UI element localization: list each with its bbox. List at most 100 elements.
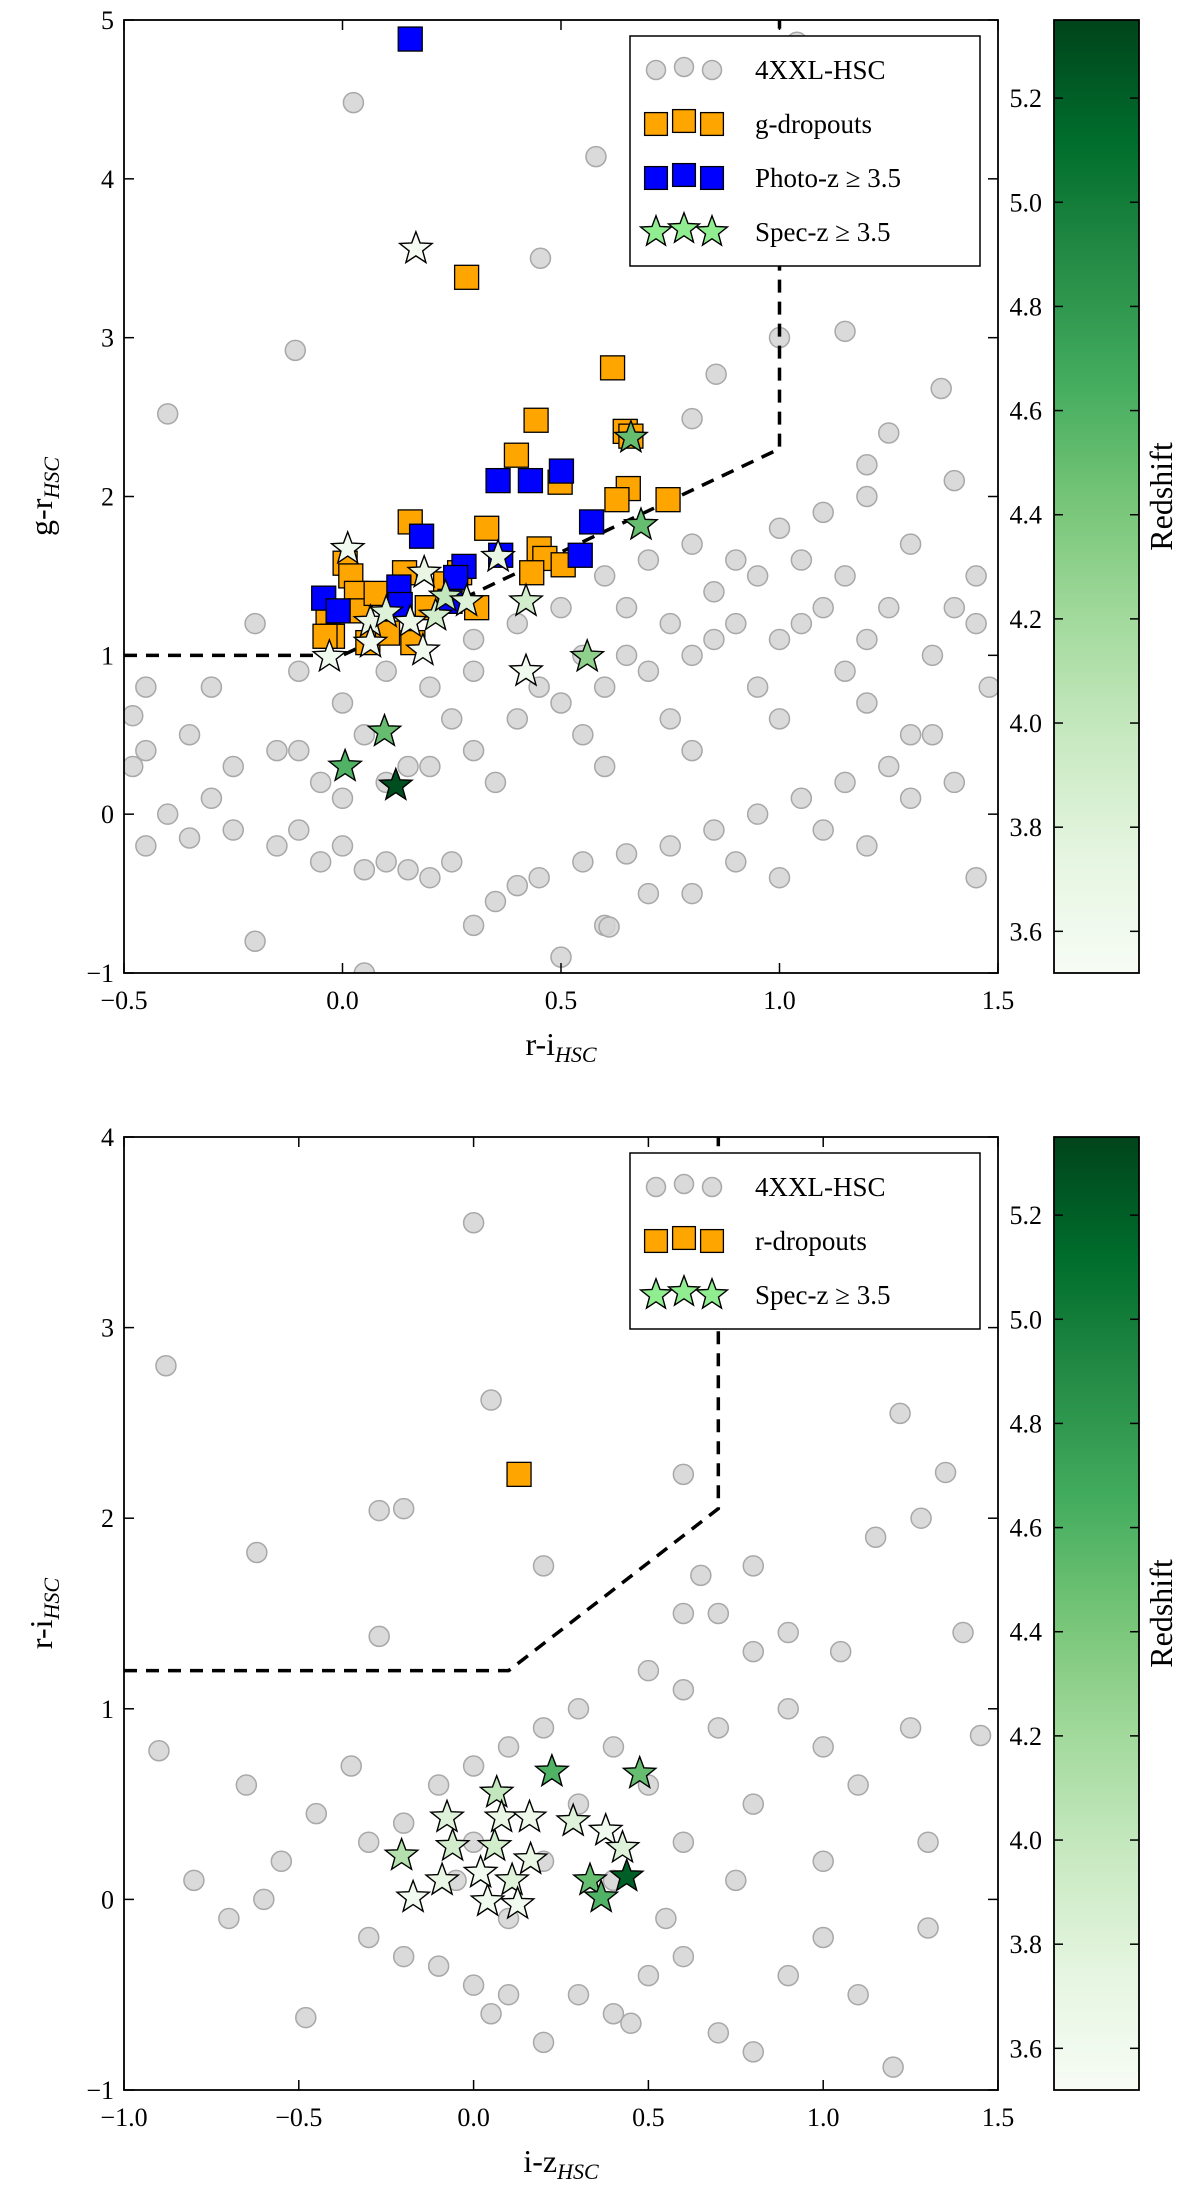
data-point: [978, 676, 998, 698]
data-point: [829, 1640, 852, 1663]
data-point: [135, 739, 157, 762]
data-point: [943, 771, 966, 794]
data-point: [593, 565, 616, 587]
data-point: [309, 851, 332, 873]
data-point: [681, 739, 703, 762]
data-point: [777, 1698, 799, 1720]
legend-label: Spec-z ≥ 3.5: [755, 217, 891, 247]
data-point: [462, 1853, 499, 1889]
data-point: [476, 1826, 513, 1862]
data-point: [462, 660, 485, 682]
data-point: [506, 612, 529, 635]
y-tick-label: 0: [101, 1885, 114, 1914]
data-point: [593, 676, 616, 698]
data-point: [507, 582, 545, 617]
data-point: [548, 458, 575, 484]
legend-marker: [671, 108, 697, 134]
data-point: [266, 739, 288, 762]
data-point: [768, 628, 791, 651]
data-point: [899, 787, 922, 810]
y-tick-label: 0: [101, 800, 114, 829]
data-point: [812, 501, 834, 524]
data-point: [790, 612, 813, 635]
colorbar-tick-label: 3.6: [1010, 917, 1043, 946]
data-point: [910, 1507, 932, 1529]
panel: −1.0 −0.5 0.0 0.5 1.0 1.5−101234i-zHSCr-iHSC4…: [23, 1123, 1014, 2184]
x-axis-label: i-zHSC: [523, 2143, 599, 2184]
data-point: [637, 549, 660, 571]
colorbar-tick-label: 4.8: [1010, 292, 1043, 321]
data-point: [585, 145, 607, 168]
data-point: [681, 407, 703, 430]
data-point: [921, 724, 944, 746]
data-point: [246, 1541, 268, 1564]
data-point: [725, 549, 747, 571]
data-point: [681, 533, 703, 555]
data-point: [587, 1811, 624, 1847]
data-point: [288, 739, 310, 762]
data-point: [419, 866, 441, 889]
data-point: [615, 596, 638, 619]
data-point: [392, 1812, 415, 1834]
data-point: [856, 628, 878, 651]
x-axis-label-sub: HSC: [554, 1042, 597, 1067]
data-point: [746, 565, 769, 587]
legend-marker: [645, 59, 667, 81]
data-point: [377, 766, 414, 801]
data-point: [427, 577, 464, 612]
data-point: [353, 724, 376, 746]
data-point: [672, 1463, 695, 1486]
data-point: [357, 1926, 380, 1949]
colorbar-tick-label: 4.8: [1010, 1409, 1043, 1438]
data-point: [637, 1964, 660, 1987]
data-point: [578, 509, 605, 535]
data-point: [681, 644, 703, 667]
data-point: [707, 1602, 730, 1625]
data-point: [244, 612, 266, 635]
legend-label: 4XXL-HSC: [755, 55, 886, 85]
data-point: [392, 603, 429, 638]
x-axis-label-main: i-z: [523, 2143, 557, 2179]
data-point: [397, 859, 419, 881]
colorbar: 3.6 3.8 4.0 4.2 4.4 4.6 4.8 5.0 5.2 Redshift: [1010, 19, 1179, 974]
colorbar-scale: [1053, 19, 1140, 974]
data-point: [519, 560, 545, 586]
data-point: [742, 1640, 765, 1663]
data-point: [703, 581, 725, 603]
data-point: [943, 469, 966, 492]
data-point: [512, 1840, 549, 1875]
data-point: [602, 1736, 625, 1758]
y-tick-label: 3: [101, 1314, 114, 1343]
data-point: [930, 377, 952, 400]
data-point: [572, 724, 594, 746]
legend-label: 4XXL-HSC: [755, 1172, 886, 1202]
data-point: [532, 1555, 555, 1577]
data-point: [311, 637, 348, 673]
data-point: [295, 2006, 317, 2029]
y-tick-label: −1: [86, 959, 114, 988]
legend-marker: [701, 59, 723, 81]
legend-marker: [701, 1176, 723, 1198]
data-point: [375, 660, 397, 682]
data-point: [453, 264, 480, 290]
data-point: [615, 843, 638, 865]
legend-marker: [699, 1228, 725, 1254]
data-point: [352, 623, 389, 659]
legend-marker: [671, 162, 697, 188]
data-point: [812, 596, 834, 619]
data-point: [135, 676, 157, 698]
data-point: [368, 593, 405, 628]
data-point: [480, 1389, 502, 1411]
data-point: [746, 676, 769, 698]
y-axis-label: g-rHSC: [23, 457, 64, 536]
data-point: [508, 652, 545, 687]
x-tick-label: 0.5: [632, 2103, 665, 2132]
legend-marker: [638, 1276, 674, 1310]
data-point: [497, 1983, 520, 2006]
data-point: [462, 914, 485, 937]
data-point: [532, 1717, 555, 1739]
data-point: [746, 803, 769, 825]
legend-marker: [643, 165, 669, 191]
data-point: [768, 517, 791, 540]
data-point: [392, 1945, 415, 1968]
